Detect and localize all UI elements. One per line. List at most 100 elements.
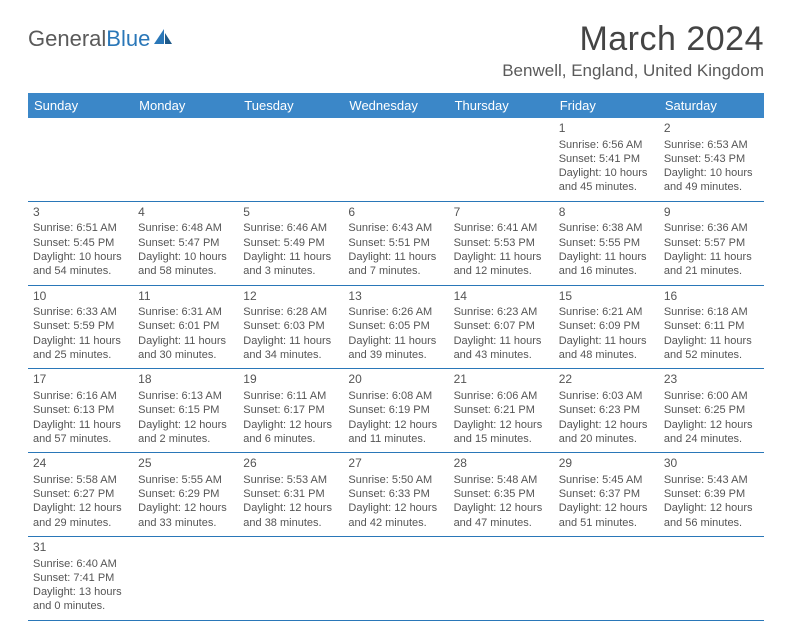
day-info-line: and 34 minutes. [243,348,338,362]
weekday-saturday: Saturday [659,93,764,118]
weekday-friday: Friday [554,93,659,118]
weekday-header: SundayMondayTuesdayWednesdayThursdayFrid… [28,93,764,118]
day-info-line: and 7 minutes. [348,264,443,278]
day-cell: 8Sunrise: 6:38 AMSunset: 5:55 PMDaylight… [554,202,659,285]
day-info-line: Sunrise: 6:23 AM [454,305,549,319]
weeks-container: 1Sunrise: 6:56 AMSunset: 5:41 PMDaylight… [28,118,764,621]
day-info-line: Daylight: 13 hours [33,585,128,599]
day-info-line: Daylight: 11 hours [454,334,549,348]
day-info-line: Sunset: 6:03 PM [243,319,338,333]
day-info-line: Daylight: 11 hours [33,418,128,432]
day-info-line: Sunrise: 6:00 AM [664,389,759,403]
day-info-line: and 33 minutes. [138,516,233,530]
day-info-line: Daylight: 12 hours [138,501,233,515]
day-info-line: Sunrise: 6:21 AM [559,305,654,319]
day-cell: 6Sunrise: 6:43 AMSunset: 5:51 PMDaylight… [343,202,448,285]
logo-text-1: General [28,26,106,51]
day-info-line: Sunrise: 6:28 AM [243,305,338,319]
logo-text-2: Blue [106,26,150,51]
day-info-line: Daylight: 12 hours [243,501,338,515]
day-cell: 23Sunrise: 6:00 AMSunset: 6:25 PMDayligh… [659,369,764,452]
day-number: 8 [559,205,654,221]
day-info-line: Daylight: 11 hours [559,250,654,264]
day-cell: 14Sunrise: 6:23 AMSunset: 6:07 PMDayligh… [449,286,554,369]
day-info-line: Daylight: 12 hours [138,418,233,432]
day-info-line: Sunrise: 6:38 AM [559,221,654,235]
weekday-monday: Monday [133,93,238,118]
day-cell: 12Sunrise: 6:28 AMSunset: 6:03 PMDayligh… [238,286,343,369]
weekday-wednesday: Wednesday [343,93,448,118]
day-number: 30 [664,456,759,472]
day-info-line: Sunset: 6:05 PM [348,319,443,333]
day-info-line: and 51 minutes. [559,516,654,530]
logo-text: GeneralBlue [28,26,150,52]
day-number: 17 [33,372,128,388]
day-info-line: Sunset: 6:37 PM [559,487,654,501]
day-info-line: Sunset: 6:35 PM [454,487,549,501]
day-cell: 13Sunrise: 6:26 AMSunset: 6:05 PMDayligh… [343,286,448,369]
day-info-line: Sunrise: 5:43 AM [664,473,759,487]
day-number: 16 [664,289,759,305]
day-number: 29 [559,456,654,472]
day-number: 19 [243,372,338,388]
day-cell-empty [133,118,238,201]
day-cell: 18Sunrise: 6:13 AMSunset: 6:15 PMDayligh… [133,369,238,452]
day-number: 9 [664,205,759,221]
day-info-line: and 48 minutes. [559,348,654,362]
day-info-line: Sunset: 6:07 PM [454,319,549,333]
weekday-sunday: Sunday [28,93,133,118]
day-info-line: Daylight: 10 hours [138,250,233,264]
day-info-line: Sunrise: 6:11 AM [243,389,338,403]
day-info-line: Sunrise: 6:36 AM [664,221,759,235]
day-info-line: Sunrise: 6:16 AM [33,389,128,403]
day-number: 11 [138,289,233,305]
day-info-line: and 38 minutes. [243,516,338,530]
day-info-line: Daylight: 11 hours [664,334,759,348]
day-info-line: and 3 minutes. [243,264,338,278]
day-info-line: Daylight: 11 hours [348,334,443,348]
day-info-line: Sunrise: 6:41 AM [454,221,549,235]
day-number: 28 [454,456,549,472]
day-info-line: Sunset: 5:51 PM [348,236,443,250]
day-number: 27 [348,456,443,472]
day-cell: 4Sunrise: 6:48 AMSunset: 5:47 PMDaylight… [133,202,238,285]
day-number: 22 [559,372,654,388]
day-info-line: Sunrise: 6:06 AM [454,389,549,403]
day-number: 24 [33,456,128,472]
day-info-line: Daylight: 12 hours [664,418,759,432]
day-cell-empty [238,118,343,201]
day-cell: 19Sunrise: 6:11 AMSunset: 6:17 PMDayligh… [238,369,343,452]
day-info-line: Sunrise: 6:48 AM [138,221,233,235]
day-info-line: and 47 minutes. [454,516,549,530]
day-info-line: Sunrise: 6:56 AM [559,138,654,152]
day-info-line: and 6 minutes. [243,432,338,446]
day-info-line: and 45 minutes. [559,180,654,194]
day-info-line: Sunrise: 5:45 AM [559,473,654,487]
week-row: 31Sunrise: 6:40 AMSunset: 7:41 PMDayligh… [28,537,764,621]
day-info-line: Daylight: 12 hours [33,501,128,515]
day-number: 31 [33,540,128,556]
day-cell: 21Sunrise: 6:06 AMSunset: 6:21 PMDayligh… [449,369,554,452]
day-cell: 20Sunrise: 6:08 AMSunset: 6:19 PMDayligh… [343,369,448,452]
day-info-line: Sunset: 5:45 PM [33,236,128,250]
day-info-line: Sunrise: 5:48 AM [454,473,549,487]
day-number: 25 [138,456,233,472]
day-number: 10 [33,289,128,305]
day-info-line: Sunrise: 6:18 AM [664,305,759,319]
day-number: 21 [454,372,549,388]
day-info-line: and 43 minutes. [454,348,549,362]
header: GeneralBlue March 2024 Benwell, England,… [28,20,764,81]
day-info-line: Daylight: 10 hours [664,166,759,180]
day-info-line: Sunset: 6:39 PM [664,487,759,501]
day-info-line: Daylight: 10 hours [33,250,128,264]
day-cell-empty [343,537,448,620]
day-number: 1 [559,121,654,137]
day-info-line: Sunset: 6:21 PM [454,403,549,417]
day-info-line: Sunset: 6:33 PM [348,487,443,501]
day-number: 7 [454,205,549,221]
day-info-line: Sunset: 5:59 PM [33,319,128,333]
day-info-line: Sunrise: 5:53 AM [243,473,338,487]
day-info-line: Daylight: 11 hours [559,334,654,348]
day-info-line: Sunset: 6:15 PM [138,403,233,417]
week-row: 1Sunrise: 6:56 AMSunset: 5:41 PMDaylight… [28,118,764,202]
